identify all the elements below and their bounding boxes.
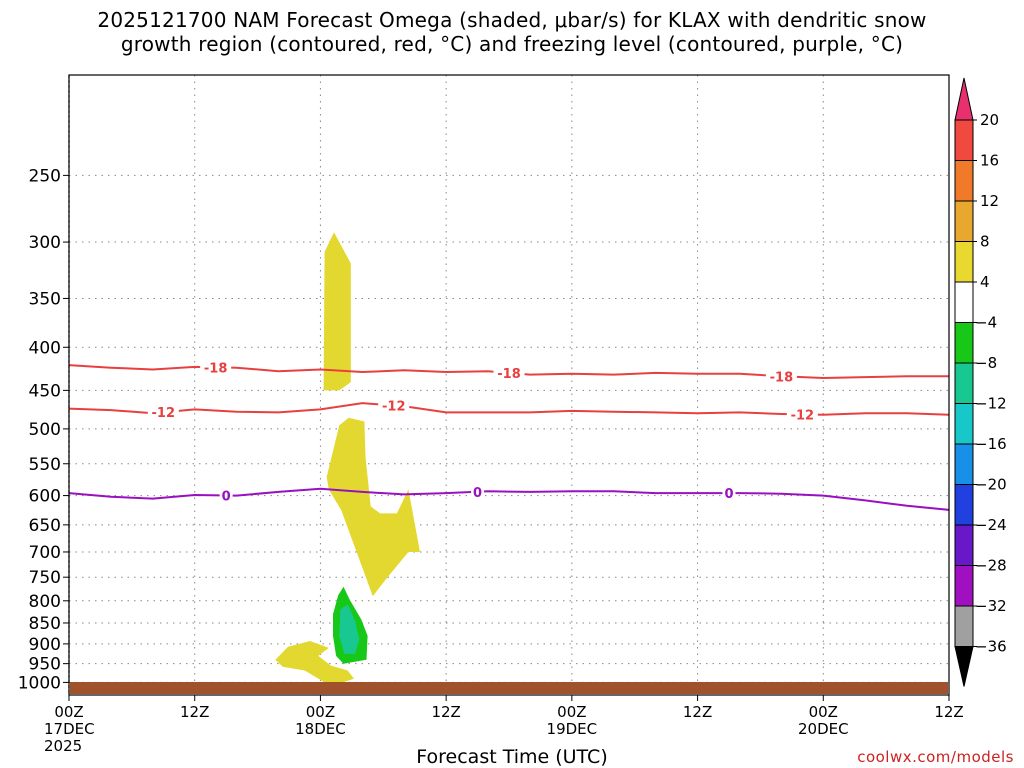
contour-label: -12 bbox=[791, 408, 815, 423]
x-tick-label: 00Z bbox=[54, 703, 83, 721]
x-tick-label: 19DEC bbox=[547, 720, 598, 738]
chart-title-line-2: growth region (contoured, red, °C) and f… bbox=[120, 32, 904, 56]
colorbar-label: −32 bbox=[975, 597, 1007, 615]
chart-title-line-1: 2025121700 NAM Forecast Omega (shaded, μ… bbox=[97, 8, 927, 32]
contour-label-bg bbox=[471, 484, 485, 499]
y-tick-label: 850 bbox=[29, 614, 61, 634]
ground-terrain bbox=[70, 682, 948, 694]
colorbar-segment bbox=[954, 200, 974, 242]
contour-label-bg bbox=[493, 365, 525, 380]
contour-label: -18 bbox=[770, 370, 794, 385]
y-tick-label: 600 bbox=[29, 487, 61, 507]
colorbar-label: 12 bbox=[980, 192, 999, 210]
colorbar-segment bbox=[954, 524, 974, 566]
colorbar-segment bbox=[954, 322, 974, 364]
contour-label: 0 bbox=[222, 489, 231, 504]
contour-label: 0 bbox=[724, 487, 733, 502]
omega-region-1 bbox=[323, 232, 351, 391]
x-tick-label: 12Z bbox=[934, 703, 963, 721]
colorbar-top-arrow bbox=[954, 77, 974, 121]
colorbar-label: 4 bbox=[980, 273, 990, 291]
y-tick-label: 650 bbox=[29, 516, 61, 536]
x-tick-label: 18DEC bbox=[295, 720, 346, 738]
x-axis-label: Forecast Time (UTC) bbox=[416, 746, 608, 768]
y-tick-label: 550 bbox=[29, 455, 61, 475]
colorbar-bottom-arrow bbox=[954, 646, 974, 687]
contour-label: -18 bbox=[204, 361, 228, 376]
x-tick-label: 00Z bbox=[306, 703, 335, 721]
y-tick-label: 300 bbox=[29, 233, 61, 253]
contour-label-bg bbox=[219, 488, 233, 503]
colorbar-label: 16 bbox=[980, 152, 999, 170]
y-tick-label: 450 bbox=[29, 381, 61, 401]
contour-label: -12 bbox=[382, 399, 406, 414]
contour-line-freezing-level bbox=[68, 487, 950, 511]
colorbar-label: −8 bbox=[975, 354, 997, 372]
x-tick-label: 00Z bbox=[809, 703, 838, 721]
colorbar-segment bbox=[954, 160, 974, 202]
colorbar-label: −28 bbox=[975, 557, 1007, 575]
contour-label-bg bbox=[786, 407, 818, 422]
contour-label-bg bbox=[378, 398, 410, 413]
x-tick-label: 20DEC bbox=[798, 720, 849, 738]
contour-label: -18 bbox=[497, 367, 521, 382]
contour-label-bg bbox=[765, 369, 797, 384]
colorbar-label: 20 bbox=[980, 111, 999, 129]
credit-link[interactable]: coolwx.com/models bbox=[857, 748, 1014, 766]
y-tick-label: 750 bbox=[29, 568, 61, 588]
plot-area bbox=[69, 75, 949, 695]
y-tick-label: 1000 bbox=[18, 673, 61, 693]
y-tick-label: 800 bbox=[29, 592, 61, 612]
colorbar-segment bbox=[954, 362, 974, 404]
colorbar-label: −24 bbox=[975, 516, 1007, 534]
colorbar-segment bbox=[954, 241, 974, 283]
y-tick-label: 700 bbox=[29, 543, 61, 563]
colorbar-label: −4 bbox=[975, 314, 997, 332]
x-tick-label: 00Z bbox=[557, 703, 586, 721]
x-tick-label: 12Z bbox=[431, 703, 460, 721]
colorbar-label: −16 bbox=[975, 435, 1007, 453]
colorbar-segment bbox=[954, 605, 974, 647]
contour-label: 0 bbox=[473, 486, 482, 501]
contour-label: -12 bbox=[152, 406, 176, 421]
colorbar-segment bbox=[954, 565, 974, 607]
colorbar-label: −12 bbox=[975, 395, 1007, 413]
omega-region-5 bbox=[339, 604, 360, 654]
colorbar-segment bbox=[954, 119, 974, 161]
colorbar-label: 8 bbox=[980, 233, 990, 251]
y-tick-label: 350 bbox=[29, 289, 61, 309]
x-tick-label: 12Z bbox=[683, 703, 712, 721]
contour-label-bg bbox=[722, 486, 736, 501]
colorbar-label: −20 bbox=[975, 476, 1007, 494]
y-tick-label: 950 bbox=[29, 655, 61, 675]
y-tick-label: 400 bbox=[29, 338, 61, 358]
colorbar-segment bbox=[954, 281, 974, 323]
colorbar-segment bbox=[954, 403, 974, 445]
omega-region-3 bbox=[275, 641, 354, 687]
y-tick-label: 500 bbox=[29, 420, 61, 440]
colorbar-segment bbox=[954, 443, 974, 485]
x-tick-label: 12Z bbox=[180, 703, 209, 721]
y-tick-label: 250 bbox=[29, 166, 61, 186]
contour-label-bg bbox=[200, 360, 232, 375]
contour-label-bg bbox=[147, 405, 179, 420]
x-tick-label: 2025 bbox=[44, 737, 82, 755]
colorbar-label: −36 bbox=[975, 638, 1007, 656]
omega-region-2 bbox=[326, 417, 420, 597]
x-tick-label: 17DEC bbox=[44, 720, 95, 738]
colorbar-segment bbox=[954, 484, 974, 526]
y-tick-label: 900 bbox=[29, 635, 61, 655]
